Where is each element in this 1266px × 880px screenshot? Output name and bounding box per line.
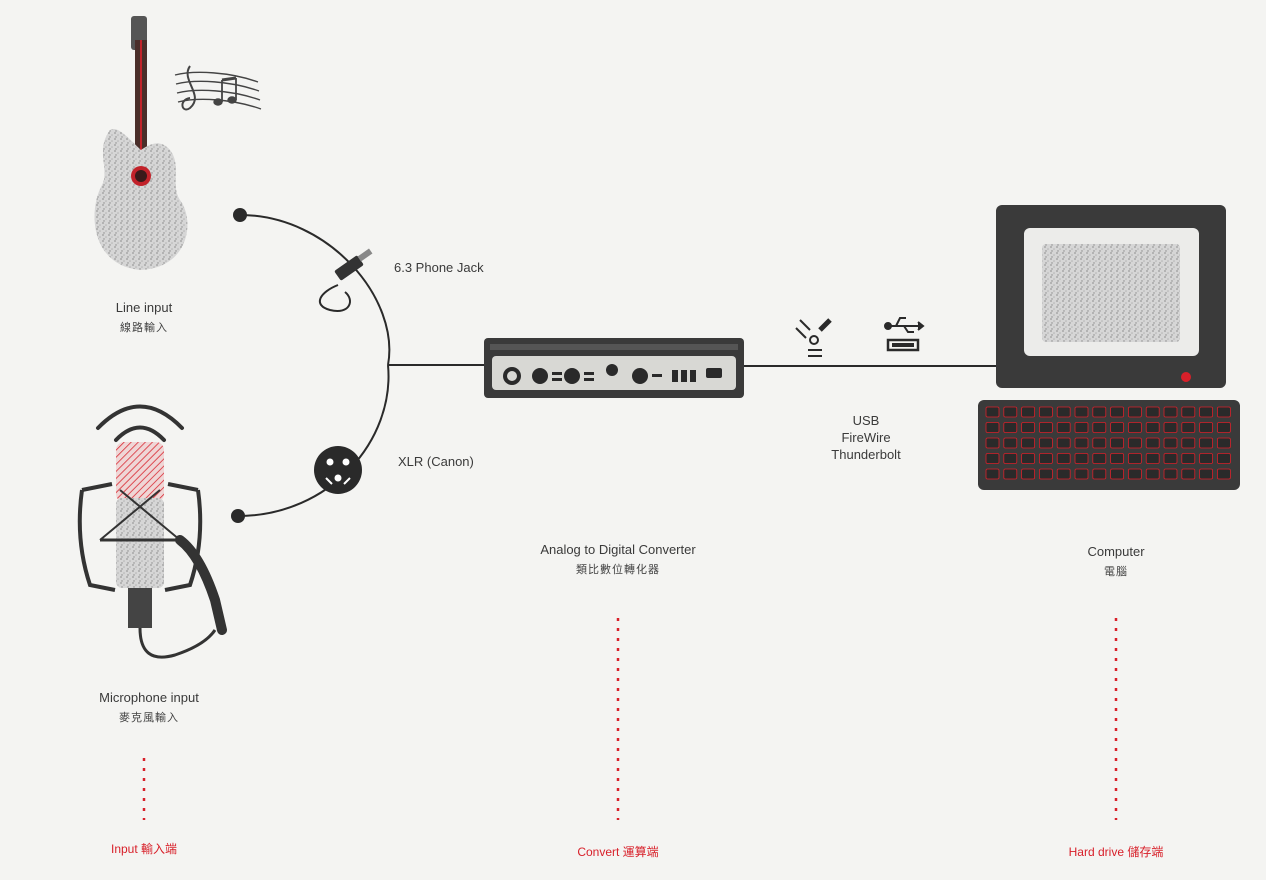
keyboard-key xyxy=(1110,406,1124,418)
stage-convert-label: Convert 運算端 xyxy=(577,845,659,859)
keyboard-key xyxy=(1163,468,1178,480)
computer-label: Computer 電腦 xyxy=(1087,544,1145,578)
keyboard-key xyxy=(1181,422,1196,433)
keyboard-key xyxy=(1092,453,1107,464)
keyboard-key xyxy=(985,406,1000,418)
keyboard-key xyxy=(1145,406,1160,418)
line-input-node xyxy=(233,208,247,222)
keyboard-key xyxy=(1128,468,1142,480)
keyboard-key xyxy=(1074,468,1089,480)
keyboard-key xyxy=(1021,422,1035,433)
keyboard-icon xyxy=(978,400,1240,490)
keyboard-key xyxy=(1181,468,1196,480)
keyboard-key xyxy=(1003,468,1018,480)
keyboard-key xyxy=(1199,468,1213,480)
line-input-label: Line input 線路輸入 xyxy=(115,300,173,334)
keyboard-key xyxy=(985,437,1000,449)
keyboard-key xyxy=(985,453,1000,464)
keyboard-key xyxy=(1199,422,1213,433)
keyboard-key xyxy=(1163,437,1178,449)
keyboard-key xyxy=(985,422,1000,433)
keyboard-key xyxy=(1181,453,1196,464)
keyboard-key xyxy=(1056,437,1071,449)
keyboard-key xyxy=(1181,406,1196,418)
keyboard-key xyxy=(1110,422,1124,433)
keyboard-key xyxy=(1199,453,1213,464)
keyboard-key xyxy=(1110,468,1124,480)
phone-jack-plug-icon xyxy=(318,248,373,312)
xlr-label: XLR (Canon) xyxy=(398,454,474,469)
keyboard-key xyxy=(1074,437,1089,449)
phone-jack-label: 6.3 Phone Jack xyxy=(394,260,484,275)
keyboard-key xyxy=(1110,437,1124,449)
keyboard-key xyxy=(1128,437,1142,449)
keyboard-key xyxy=(1128,406,1142,418)
keyboard-key xyxy=(1074,453,1089,464)
keyboard-key xyxy=(1039,422,1053,433)
keyboard-key xyxy=(1074,422,1089,433)
keyboard-key xyxy=(1163,406,1178,418)
keyboard-key xyxy=(1217,437,1231,449)
keyboard-key xyxy=(1163,453,1178,464)
mic-input-node xyxy=(231,509,245,523)
keyboard-key xyxy=(1128,453,1142,464)
keyboard-key xyxy=(1163,422,1178,433)
keyboard-key xyxy=(1003,422,1018,433)
keyboard-key xyxy=(1074,406,1089,418)
interface-firewire: FireWire xyxy=(841,430,891,445)
keyboard-key xyxy=(1217,453,1231,464)
keyboard-key xyxy=(1003,453,1018,464)
guitar-icon xyxy=(94,16,188,270)
stage-dividers xyxy=(142,618,1118,820)
keyboard-key xyxy=(1092,468,1107,480)
converter-label: Analog to Digital Converter 類比數位轉化器 xyxy=(540,542,696,576)
keyboard-key xyxy=(985,468,1000,480)
keyboard-key xyxy=(1217,406,1231,418)
keyboard-key xyxy=(1056,468,1071,480)
keyboard-key xyxy=(1003,406,1018,418)
keyboard-key xyxy=(1217,468,1231,480)
keyboard-key xyxy=(1199,437,1213,449)
keyboard-key xyxy=(1145,468,1160,480)
keyboard-key xyxy=(1092,406,1107,418)
stage-storage-label: Hard drive 儲存端 xyxy=(1068,845,1164,859)
keyboard-key xyxy=(1039,406,1053,418)
keyboard-key xyxy=(1145,453,1160,464)
keyboard-key xyxy=(1021,406,1035,418)
keyboard-key xyxy=(1021,437,1035,449)
music-notes-icon xyxy=(174,65,262,111)
keyboard-key xyxy=(1092,437,1107,449)
monitor-icon xyxy=(996,205,1226,388)
keyboard-key xyxy=(1092,422,1107,433)
keyboard-key xyxy=(1217,422,1231,433)
keyboard-key xyxy=(1181,437,1196,449)
converter-device xyxy=(484,338,744,398)
keyboard-key xyxy=(1128,422,1142,433)
interface-thunderbolt: Thunderbolt xyxy=(831,447,901,462)
keyboard-key xyxy=(1021,468,1035,480)
keyboard-key xyxy=(1056,406,1071,418)
interface-list: USB FireWire Thunderbolt xyxy=(806,412,926,463)
keyboard-key xyxy=(1003,437,1018,449)
keyboard-key xyxy=(1021,453,1035,464)
firewire-icon xyxy=(795,318,832,357)
keyboard-key xyxy=(1145,437,1160,449)
usb-icon xyxy=(884,317,925,352)
xlr-connector-icon xyxy=(314,446,362,494)
keyboard-key xyxy=(1056,453,1071,464)
keyboard-key xyxy=(1145,422,1160,433)
keyboard-key xyxy=(1039,453,1053,464)
keyboard-key xyxy=(1039,437,1053,449)
microphone-icon xyxy=(77,442,227,659)
keyboard-key xyxy=(1056,422,1071,433)
interface-usb: USB xyxy=(852,413,880,428)
mic-input-label: Microphone input 麥克風輸入 xyxy=(99,690,199,724)
keyboard-key xyxy=(1110,453,1124,464)
stage-input-label: Input 輸入端 xyxy=(110,842,178,856)
sound-wave-icon xyxy=(96,404,184,442)
keyboard-key xyxy=(1199,406,1213,418)
keyboard-key xyxy=(1039,468,1053,480)
